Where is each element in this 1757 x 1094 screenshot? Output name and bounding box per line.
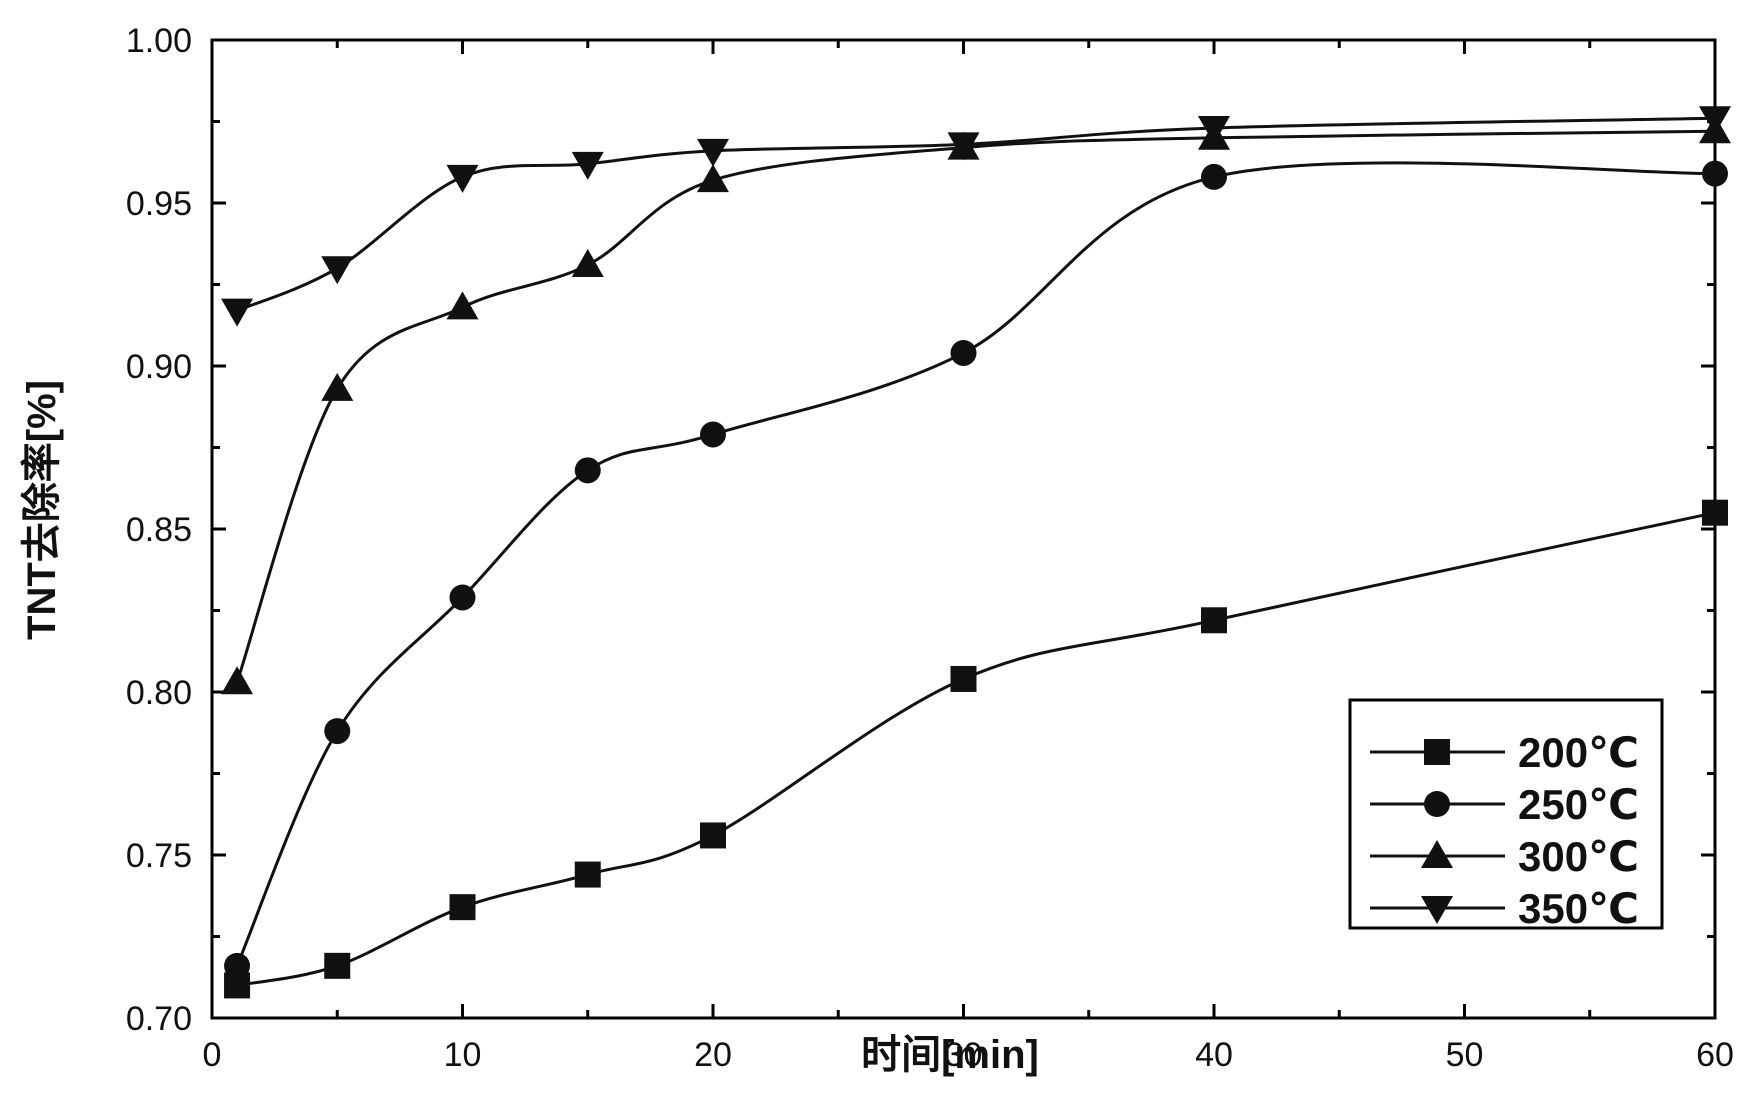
legend-label: 350℃ <box>1518 885 1639 932</box>
data-point <box>321 256 354 285</box>
data-point <box>449 584 476 611</box>
x-axis-title: 时间[min] <box>861 1033 1039 1077</box>
series-3 <box>221 115 1731 695</box>
data-point <box>324 952 351 979</box>
legend-label: 200℃ <box>1518 729 1639 776</box>
data-point <box>1201 163 1227 190</box>
data-point <box>950 339 977 366</box>
y-tick-label: 0.70 <box>126 1000 192 1038</box>
x-tick-label: 30 <box>945 1036 983 1074</box>
legend-marker <box>1424 791 1450 817</box>
series-line <box>236 116 1716 312</box>
data-point <box>1201 607 1227 634</box>
y-tick-label: 1.00 <box>126 22 192 60</box>
series-4 <box>221 106 1731 327</box>
data-point <box>1198 116 1230 145</box>
data-point <box>224 952 251 979</box>
x-tick-label: 10 <box>444 1036 482 1074</box>
x-tick-label: 50 <box>1446 1036 1484 1074</box>
legend-marker <box>1424 739 1450 765</box>
x-tick-label: 40 <box>1195 1036 1233 1074</box>
legend-marker <box>1421 840 1453 868</box>
data-point <box>574 457 601 484</box>
y-axis-title: TNT去除率[%] <box>20 380 64 640</box>
legend-label: 250℃ <box>1518 781 1639 828</box>
y-tick-label: 0.80 <box>126 674 192 712</box>
data-point <box>950 665 977 692</box>
y-tick-label: 0.95 <box>126 185 192 223</box>
y-tick-label: 0.75 <box>126 837 192 875</box>
legend-box <box>1348 698 1664 930</box>
y-tick-label: 0.90 <box>126 348 192 386</box>
series-group <box>221 106 1731 999</box>
data-point <box>221 666 254 695</box>
data-point <box>1702 160 1728 187</box>
data-point <box>446 164 479 193</box>
series-line <box>236 511 1716 987</box>
x-tick-label: 0 <box>203 1036 222 1074</box>
data-point <box>1699 106 1731 135</box>
legend: 200℃ 250℃ 300℃ 350℃ <box>1348 698 1664 932</box>
y-tick-label: 0.85 <box>126 511 192 549</box>
data-point <box>947 132 980 161</box>
x-tick-label: 60 <box>1696 1036 1734 1074</box>
series-2 <box>224 160 1728 979</box>
series-1 <box>224 499 1728 999</box>
data-point <box>1702 499 1728 526</box>
legend-label: 300℃ <box>1518 833 1639 880</box>
data-point <box>324 718 351 745</box>
data-point <box>574 861 601 888</box>
data-point <box>571 151 604 180</box>
x-tick-label: 20 <box>694 1036 732 1074</box>
data-point <box>697 164 729 193</box>
data-point <box>449 894 476 921</box>
data-point <box>446 291 479 320</box>
data-point <box>221 298 254 327</box>
data-point <box>700 421 726 448</box>
legend-marker <box>1421 896 1453 924</box>
data-point <box>321 372 354 401</box>
data-point <box>700 822 726 849</box>
data-point <box>697 138 729 167</box>
axes-group: 0 10 20 30 40 50 60 0.70 0.75 0.80 0.85 0.90 0.95 1.0… <box>126 22 1734 1074</box>
data-point <box>571 248 604 277</box>
